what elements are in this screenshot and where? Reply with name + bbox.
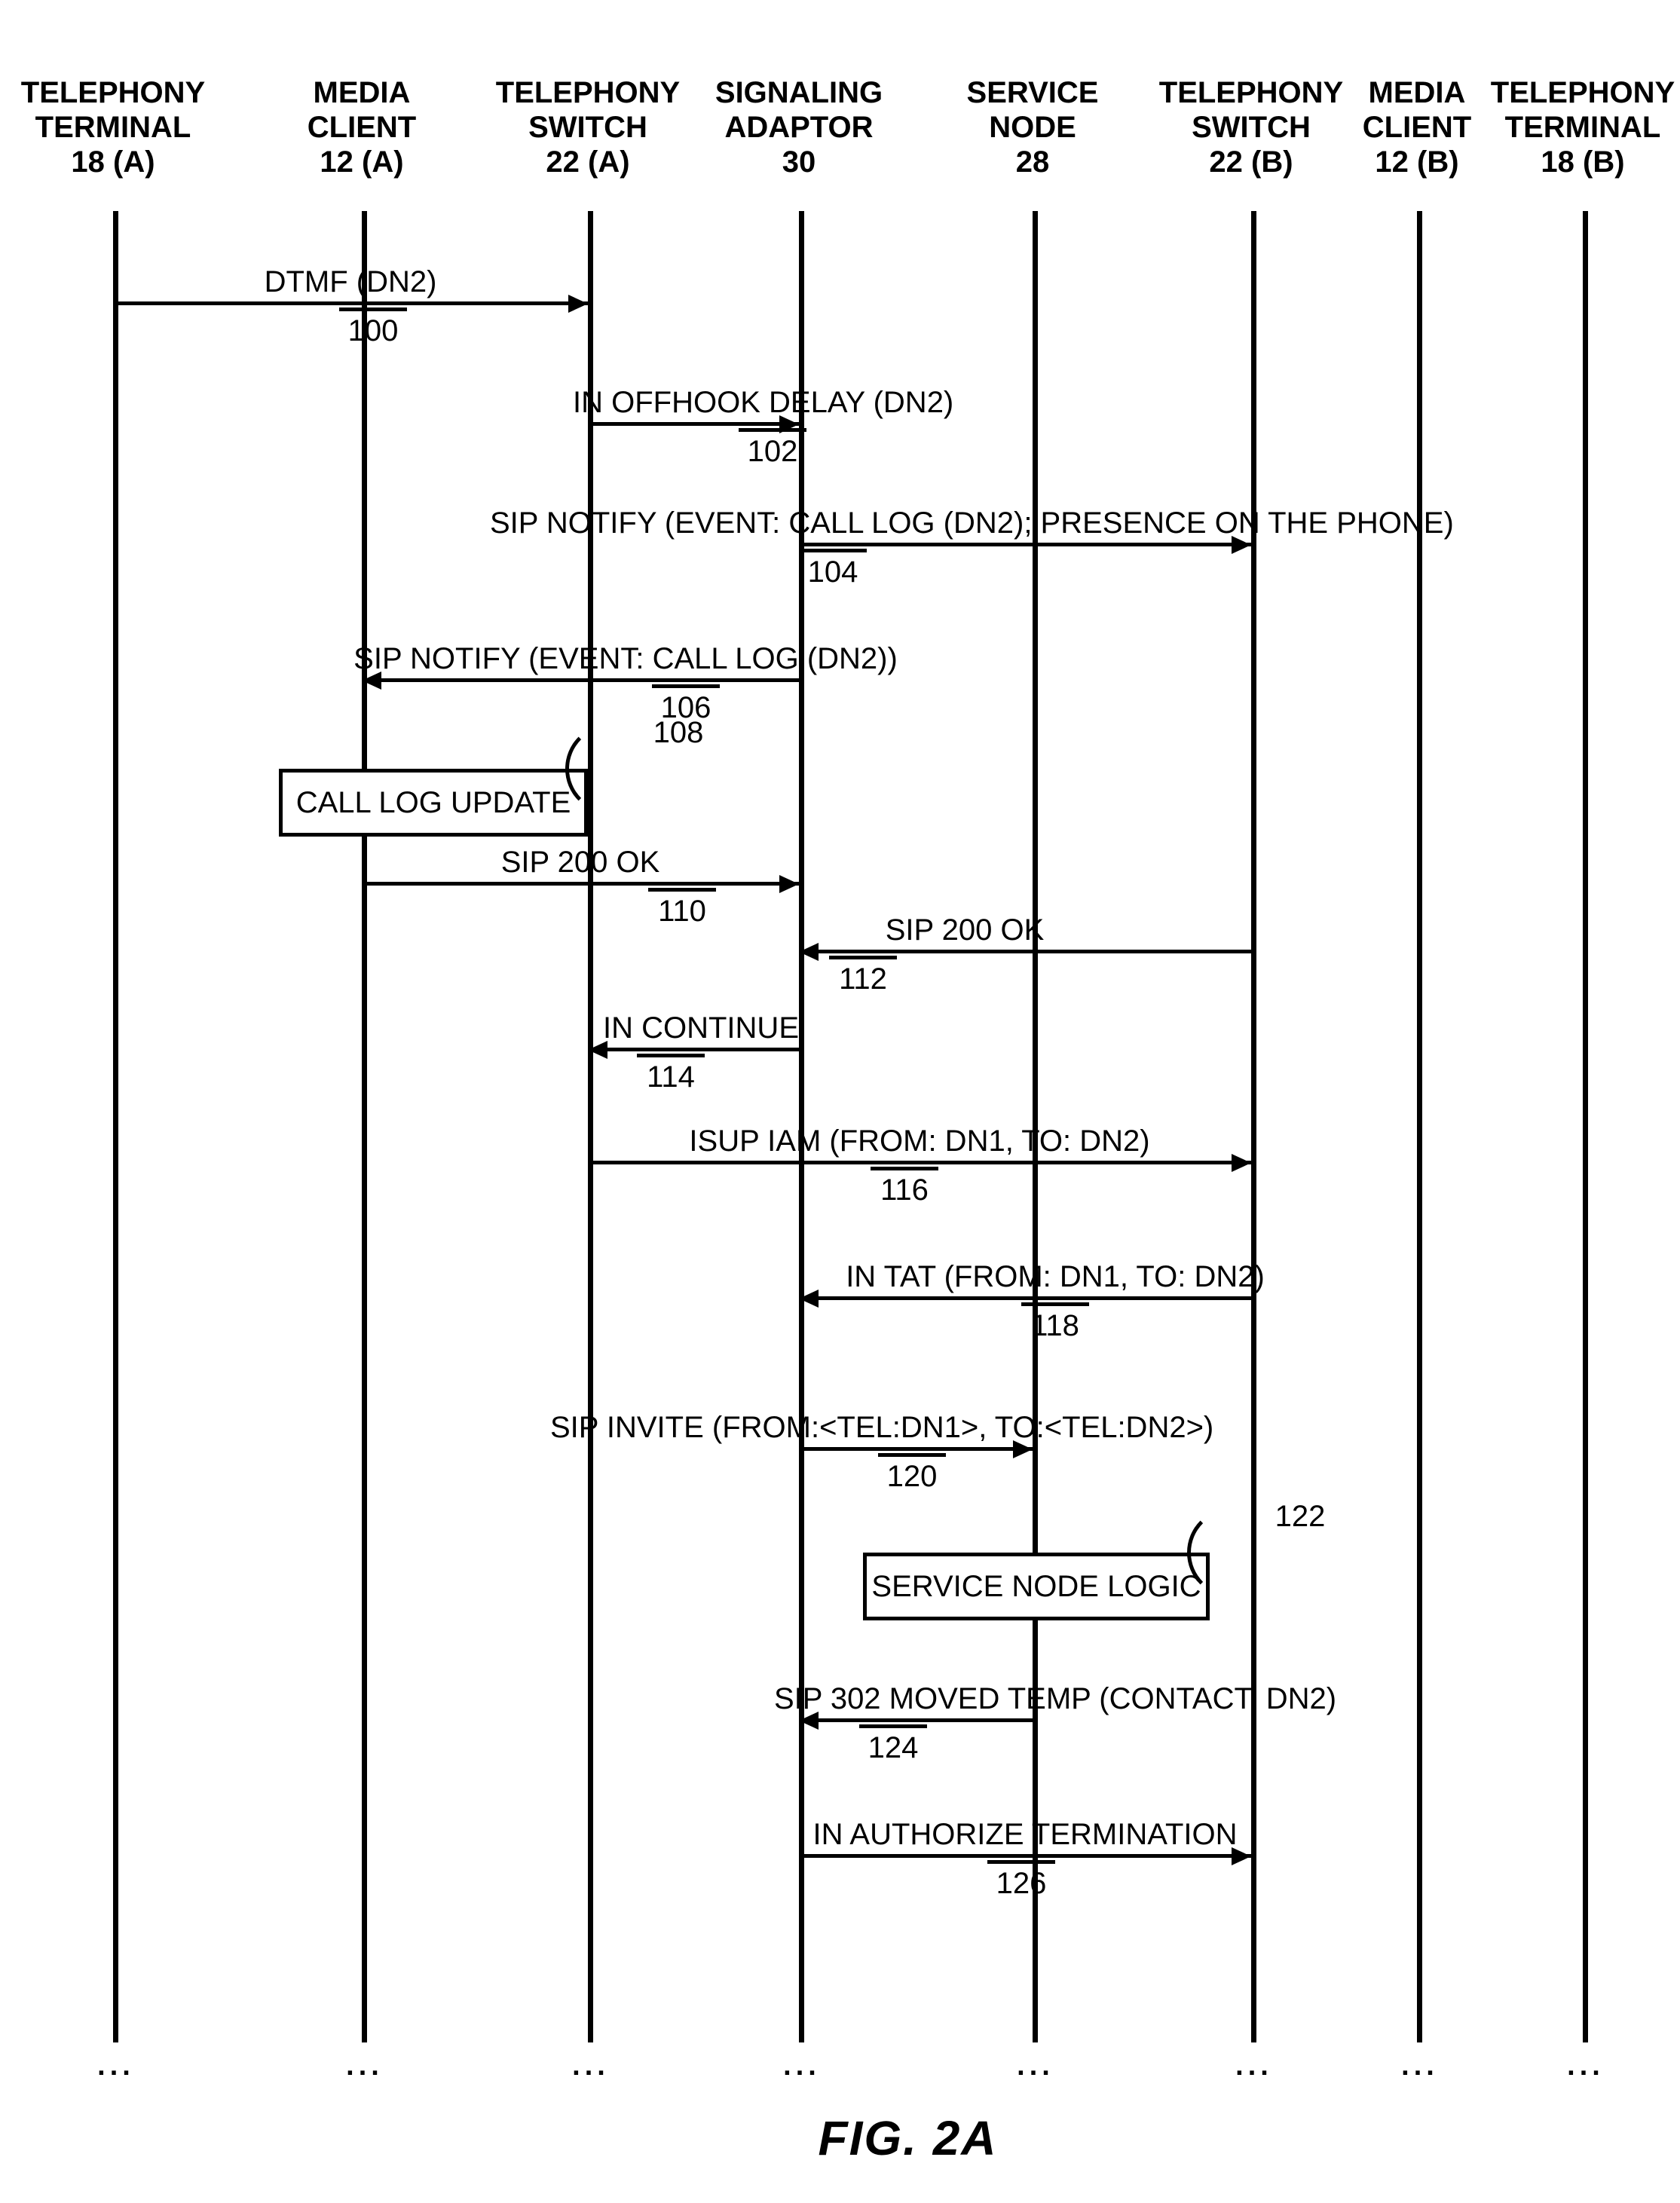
lifeline-dots-swA: ... — [572, 2050, 610, 2082]
leader-122 — [1187, 1507, 1278, 1598]
lifeline-header-termA: TELEPHONY TERMINAL 18 (A) — [21, 75, 205, 179]
ref-116: 116 — [871, 1167, 938, 1207]
lifeline-termB — [1583, 211, 1588, 2042]
lifeline-dots-termA: ... — [97, 2050, 135, 2082]
box-callLogUpdate: CALL LOG UPDATE — [279, 769, 588, 837]
message-label-11: IN AUTHORIZE TERMINATION — [813, 1818, 1238, 1852]
message-line-2 — [799, 543, 1251, 546]
lifeline-header-swA: TELEPHONY SWITCH 22 (A) — [496, 75, 680, 179]
ref-104: 104 — [799, 549, 867, 589]
ref-120: 120 — [878, 1453, 946, 1494]
lifeline-header-mcA: MEDIA CLIENT 12 (A) — [308, 75, 416, 179]
box-serviceNodeLogic: SERVICE NODE LOGIC — [863, 1553, 1210, 1620]
lifeline-swA — [588, 211, 593, 2042]
lifeline-dots-svc: ... — [1017, 2050, 1054, 2082]
message-label-10: SIP 302 MOVED TEMP (CONTACT: DN2) — [774, 1682, 1336, 1716]
ref-126: 126 — [987, 1860, 1055, 1901]
message-label-5: SIP 200 OK — [886, 913, 1045, 947]
message-label-8: IN TAT (FROM: DN1, TO: DN2) — [846, 1260, 1265, 1294]
message-label-6: IN CONTINUE — [603, 1011, 799, 1045]
message-label-7: ISUP IAM (FROM: DN1, TO: DN2) — [689, 1124, 1149, 1158]
leader-108 — [565, 724, 656, 814]
lifeline-dots-mcB: ... — [1401, 2050, 1439, 2082]
lifeline-mcA — [362, 211, 367, 2042]
lifeline-dots-mcA: ... — [346, 2050, 384, 2082]
ref-108: 108 — [653, 716, 704, 750]
figure-label: FIG. 2A — [818, 2110, 997, 2166]
ref-100: 100 — [339, 308, 407, 348]
message-line-0 — [113, 301, 588, 305]
message-arrow-4 — [779, 875, 799, 893]
message-line-10 — [799, 1718, 1033, 1722]
lifeline-header-mcB: MEDIA CLIENT 12 (B) — [1363, 75, 1471, 179]
ref-114: 114 — [637, 1054, 705, 1094]
lifeline-dots-sigAd: ... — [783, 2050, 821, 2082]
lifeline-dots-termB: ... — [1567, 2050, 1605, 2082]
message-arrow-5 — [799, 943, 819, 961]
ref-112: 112 — [829, 956, 897, 996]
message-line-4 — [362, 882, 799, 886]
message-arrow-0 — [568, 295, 588, 313]
lifeline-termA — [113, 211, 118, 2042]
message-line-1 — [588, 422, 799, 426]
message-label-4: SIP 200 OK — [501, 846, 660, 880]
lifeline-mcB — [1417, 211, 1422, 2042]
lifeline-header-sigAd: SIGNALING ADAPTOR 30 — [715, 75, 883, 179]
message-line-5 — [799, 950, 1251, 953]
message-line-9 — [799, 1447, 1033, 1451]
message-label-3: SIP NOTIFY (EVENT: CALL LOG (DN2)) — [353, 642, 898, 676]
message-line-3 — [362, 678, 799, 682]
lifeline-header-termB: TELEPHONY TERMINAL 18 (B) — [1491, 75, 1675, 179]
message-line-6 — [588, 1048, 799, 1051]
message-arrow-7 — [1232, 1154, 1251, 1172]
message-label-0: DTMF (DN2) — [265, 265, 437, 299]
message-arrow-8 — [799, 1290, 819, 1308]
ref-124: 124 — [859, 1724, 927, 1765]
ref-102: 102 — [739, 428, 806, 469]
lifeline-swB — [1251, 211, 1256, 2042]
message-label-9: SIP INVITE (FROM:<TEL:DN1>, TO:<TEL:DN2>… — [550, 1411, 1213, 1445]
lifeline-header-svc: SERVICE NODE 28 — [967, 75, 1099, 179]
ref-110: 110 — [648, 888, 716, 929]
sequence-diagram: TELEPHONY TERMINAL 18 (A)... MEDIA CLIENT… — [0, 0, 1680, 2203]
message-label-2: SIP NOTIFY (EVENT: CALL LOG (DN2); PRESE… — [490, 506, 1454, 540]
lifeline-header-swB: TELEPHONY SWITCH 22 (B) — [1159, 75, 1343, 179]
ref-118: 118 — [1021, 1302, 1089, 1343]
message-label-1: IN OFFHOOK DELAY (DN2) — [573, 386, 953, 420]
lifeline-dots-swB: ... — [1235, 2050, 1273, 2082]
ref-122: 122 — [1275, 1500, 1326, 1534]
message-line-11 — [799, 1854, 1251, 1858]
message-line-8 — [799, 1296, 1251, 1300]
message-line-7 — [588, 1161, 1251, 1164]
